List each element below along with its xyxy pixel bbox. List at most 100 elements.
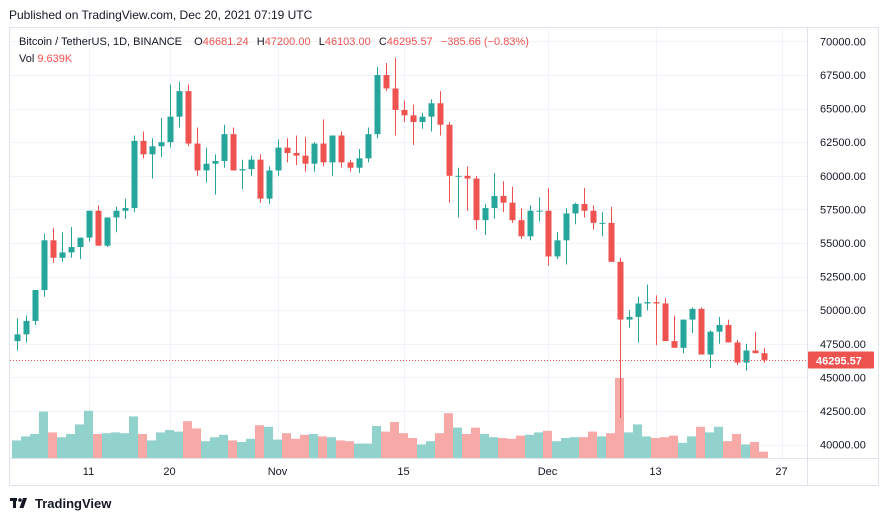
volume-bar-4 [48, 432, 57, 458]
candle-36 [338, 131, 345, 168]
volume-bar-80 [732, 434, 741, 458]
candle-body-61 [563, 213, 570, 241]
candle-35 [329, 135, 336, 176]
candle-body-80 [734, 342, 741, 363]
volume-bar-72 [660, 437, 669, 458]
volume-bar-66 [606, 433, 615, 458]
candle-62 [572, 202, 579, 225]
candle-body-33 [311, 143, 318, 164]
legend-ohlc: Bitcoin / TetherUS, 1D, BINANCE O46681.2… [19, 36, 529, 48]
candle-8 [86, 210, 93, 242]
candle-body-40 [374, 75, 381, 135]
candle-body-74 [680, 319, 687, 348]
candle-28 [266, 166, 273, 205]
candle-13 [131, 135, 138, 213]
volume-bar-16 [156, 432, 165, 458]
candle-body-73 [671, 341, 678, 348]
candle-16 [158, 118, 165, 157]
candle-78 [716, 316, 723, 344]
volume-bar-65 [597, 436, 606, 458]
candle-27 [257, 154, 264, 203]
candle-body-81 [743, 350, 750, 363]
candle-34 [320, 119, 327, 167]
y-tick-label-2: 65000.00 [820, 104, 866, 116]
candle-1 [23, 315, 30, 343]
candle-body-20 [194, 143, 201, 171]
candle-10 [104, 217, 111, 248]
x-tick-label-5: 13 [649, 466, 661, 478]
candle-37 [347, 159, 354, 172]
candle-body-64 [590, 210, 597, 223]
legend-close-value: 46295.57 [386, 36, 433, 48]
candlestick-chart[interactable]: 70000.00 67500.00 65000.00 62500.00 60000.00… [10, 28, 878, 485]
candle-56 [518, 208, 525, 239]
legend-change: −385.66 (−0.83%) [440, 36, 529, 48]
candle-44 [410, 104, 417, 145]
y-tick-label-3: 62500.00 [820, 137, 866, 149]
candle-11 [113, 206, 120, 233]
footer-brand[interactable]: TradingView [10, 495, 111, 511]
candle-69 [635, 296, 642, 343]
volume-bar-5 [57, 437, 66, 458]
candle-body-69 [635, 303, 642, 317]
candle-body-45 [419, 116, 426, 123]
volume-bar-74 [678, 442, 687, 458]
candle-52 [482, 204, 489, 235]
volume-bar-63 [579, 437, 588, 458]
candle-0 [14, 318, 21, 351]
candle-38 [356, 148, 363, 174]
candle-18 [176, 81, 183, 128]
chart-frame[interactable]: 70000.00 67500.00 65000.00 62500.00 60000.00… [9, 27, 879, 486]
candle-body-13 [131, 140, 138, 209]
candle-body-75 [689, 308, 696, 320]
candle-25 [239, 159, 246, 190]
candle-body-0 [14, 334, 21, 342]
candle-body-18 [176, 91, 183, 117]
candle-66 [608, 206, 615, 262]
volume-bar-44 [408, 438, 417, 458]
legend-close-label: C [378, 36, 387, 48]
candle-19 [185, 84, 192, 147]
candle-73 [671, 315, 678, 348]
candle-79 [725, 319, 732, 343]
volume-bar-33 [309, 434, 318, 458]
candle-68 [626, 310, 633, 328]
footer-brand-text: TradingView [35, 495, 112, 511]
volume-bar-75 [687, 436, 696, 458]
candle-body-19 [185, 91, 192, 144]
volume-bar-22 [210, 437, 219, 458]
candle-body-68 [626, 316, 633, 320]
candle-80 [734, 339, 741, 366]
volume-bar-60 [552, 441, 561, 458]
candle-body-3 [41, 240, 48, 291]
legend-high-value: 47200.00 [264, 36, 311, 48]
candle-body-35 [329, 135, 336, 163]
candle-50 [464, 166, 471, 211]
tradingview-logo-icon [10, 498, 27, 508]
candle-body-82 [752, 350, 759, 354]
candle-51 [473, 175, 480, 230]
candle-74 [680, 319, 687, 354]
candle-body-51 [473, 178, 480, 221]
x-tick-label-4: Dec [538, 466, 558, 478]
last-price-tag [808, 351, 874, 369]
candle-body-71 [653, 302, 660, 304]
candle-body-37 [347, 162, 354, 168]
volume-bar-6 [66, 434, 75, 458]
candle-body-43 [401, 109, 408, 116]
candle-body-8 [86, 210, 93, 238]
volume-bar-11 [111, 432, 120, 458]
volume-bar-54 [498, 438, 507, 458]
legend-symbol[interactable]: Bitcoin / TetherUS, 1D, BINANCE [19, 36, 183, 48]
x-tick-label-0: 11 [83, 466, 94, 478]
legend-vol-label[interactable]: Vol [19, 53, 35, 65]
candle-body-9 [95, 210, 102, 246]
volume-bar-13 [129, 416, 138, 458]
candle-83 [761, 347, 768, 363]
candle-32 [302, 136, 309, 172]
published-header: Published on TradingView.com, Dec 20, 20… [9, 8, 313, 22]
volume-bar-79 [723, 441, 732, 458]
volume-bar-17 [165, 430, 174, 458]
candle-55 [509, 186, 516, 223]
candle-body-25 [239, 169, 246, 171]
